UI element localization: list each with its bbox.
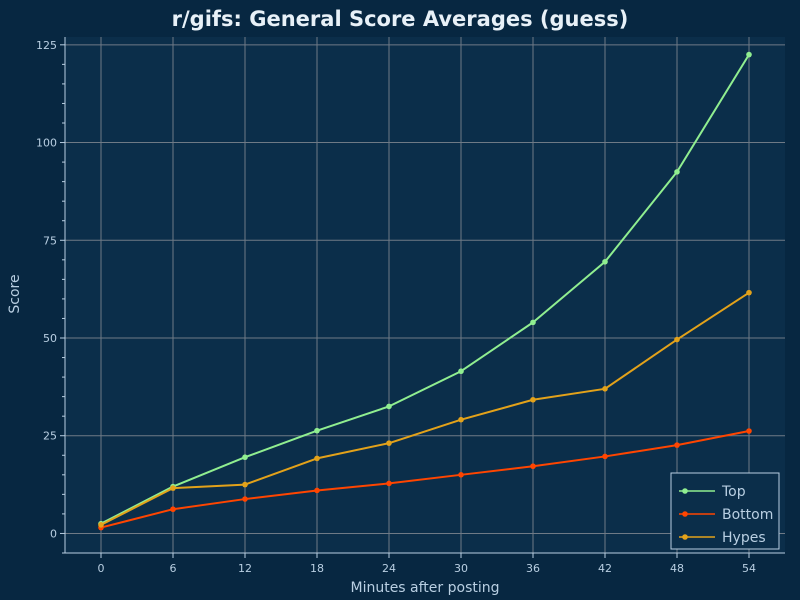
legend-marker-hypes bbox=[682, 534, 688, 540]
x-tick-label: 30 bbox=[454, 562, 468, 575]
data-point-top bbox=[674, 169, 680, 175]
y-tick-label: 0 bbox=[50, 527, 57, 540]
data-point-top bbox=[602, 258, 608, 265]
series-line-top bbox=[100, 54, 750, 525]
x-tick-label: 36 bbox=[526, 562, 540, 575]
legend-label-top: Top bbox=[721, 484, 746, 500]
series-bottom bbox=[98, 428, 752, 531]
data-point-bottom bbox=[530, 463, 536, 470]
legend-label-hypes: Hypes bbox=[722, 530, 766, 546]
chart-title: r/gifs: General Score Averages (guess) bbox=[172, 7, 629, 31]
data-point-hypes bbox=[746, 289, 752, 296]
data-point-hypes bbox=[314, 455, 320, 462]
data-point-bottom bbox=[602, 453, 608, 460]
data-point-bottom bbox=[242, 496, 248, 502]
data-point-top bbox=[530, 319, 536, 326]
series-hypes bbox=[98, 289, 752, 528]
y-tick-label: 25 bbox=[43, 430, 57, 443]
y-tick-label: 100 bbox=[36, 137, 57, 150]
plot-area bbox=[65, 37, 785, 553]
y-tick-label: 75 bbox=[43, 234, 57, 247]
axes: 0 6 12 18 24 30 36 42 48 54 0 25 50 75 100 125 bbox=[36, 37, 785, 575]
data-point-top bbox=[458, 368, 464, 375]
x-tick-label: 24 bbox=[382, 562, 396, 575]
data-point-hypes bbox=[530, 396, 536, 403]
legend-marker-top bbox=[682, 488, 688, 494]
x-tick-label: 18 bbox=[310, 562, 324, 575]
data-point-hypes bbox=[602, 386, 608, 392]
x-tick-label: 54 bbox=[742, 562, 756, 575]
y-axis-label: Score bbox=[7, 274, 23, 313]
data-point-top bbox=[386, 403, 392, 410]
data-point-bottom bbox=[170, 506, 176, 513]
legend-marker-bottom bbox=[682, 511, 688, 517]
legend-label-bottom: Bottom bbox=[722, 507, 773, 523]
y-tick-label: 125 bbox=[36, 39, 57, 52]
x-tick-label: 48 bbox=[670, 562, 684, 575]
data-point-bottom bbox=[386, 480, 392, 487]
x-tick-label: 42 bbox=[598, 562, 612, 575]
x-tick-label: 0 bbox=[98, 562, 105, 575]
x-axis-label: Minutes after posting bbox=[350, 580, 499, 596]
legend: Top Bottom Hypes bbox=[670, 472, 780, 550]
data-point-bottom bbox=[674, 442, 680, 448]
x-tick-label: 6 bbox=[170, 562, 177, 575]
y-tick-label: 50 bbox=[43, 332, 57, 345]
data-point-hypes bbox=[242, 481, 248, 488]
data-point-top bbox=[242, 454, 248, 461]
data-point-bottom bbox=[314, 487, 320, 494]
data-point-bottom bbox=[746, 428, 752, 434]
x-tick-label: 12 bbox=[238, 562, 252, 575]
data-point-hypes bbox=[98, 522, 104, 528]
data-point-top bbox=[314, 427, 320, 434]
data-point-hypes bbox=[386, 440, 392, 446]
data-point-hypes bbox=[458, 416, 464, 423]
series-line-hypes bbox=[100, 291, 750, 526]
data-point-top bbox=[746, 51, 752, 58]
data-point-hypes bbox=[674, 336, 680, 343]
data-point-hypes bbox=[170, 485, 176, 491]
series-line-bottom bbox=[100, 430, 750, 529]
data-point-bottom bbox=[458, 472, 464, 478]
series-lines bbox=[98, 51, 752, 531]
